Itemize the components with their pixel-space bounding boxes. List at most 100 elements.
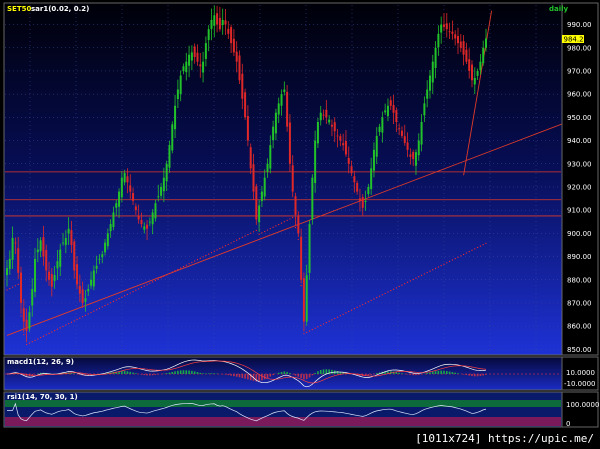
sar-dot	[68, 323, 70, 325]
sar-dot	[264, 230, 266, 233]
sar-dot	[485, 242, 487, 244]
candle-body	[157, 196, 160, 198]
rsi-line	[7, 402, 487, 422]
candle-body	[347, 157, 350, 164]
sar-dot	[42, 335, 45, 337]
sar-dot	[476, 246, 479, 249]
sar-dot	[222, 246, 224, 248]
candle-body	[244, 92, 247, 118]
sar-dot	[40, 336, 42, 339]
candle-body	[241, 73, 244, 99]
candle-body	[137, 215, 140, 220]
sar-dot	[26, 343, 28, 346]
last-price-tag: 984.23	[562, 35, 588, 44]
candle-body	[364, 200, 367, 202]
sar-dot	[348, 310, 350, 313]
period-label: daily	[549, 5, 569, 13]
candle-body	[84, 298, 87, 302]
candle-body	[202, 61, 205, 73]
sar-dot	[261, 232, 263, 234]
candle-body	[70, 230, 73, 245]
candle-body	[162, 177, 165, 192]
sar-dot	[398, 285, 400, 288]
sar-dot	[280, 222, 283, 224]
candle-body	[76, 264, 79, 285]
sar-dot	[353, 308, 355, 310]
sar-dot	[219, 247, 221, 250]
sar-dot	[429, 270, 431, 272]
sar-dot	[462, 253, 465, 256]
candle-body	[414, 152, 417, 166]
candle-body	[389, 100, 392, 106]
y-tick-label: 860.00	[567, 323, 592, 331]
candle-body	[311, 177, 314, 220]
candle-body	[375, 135, 378, 157]
y-tick-label: 980.00	[567, 44, 592, 52]
sar-dot	[180, 267, 182, 269]
sar-dot	[401, 284, 403, 286]
sar-dot	[12, 286, 14, 288]
candle-body	[129, 185, 132, 192]
sar-indicator-label: sar1(0.02, 0.2)	[31, 5, 89, 13]
candle-body	[87, 289, 90, 292]
sar-dot	[115, 299, 117, 301]
sar-dot	[314, 327, 316, 329]
sar-dot	[224, 245, 227, 247]
sar-dot	[404, 283, 406, 285]
candle-body	[339, 136, 342, 141]
candle-body	[14, 242, 17, 244]
sar-dot	[110, 302, 112, 304]
macd-tick-pos: 10.0000	[566, 369, 595, 377]
candle-body	[28, 312, 31, 329]
candle-body	[176, 89, 179, 100]
sar-dot	[432, 269, 434, 271]
candle-body	[42, 237, 45, 257]
sar-dot	[188, 263, 190, 265]
candle-body	[92, 270, 95, 287]
candle-body	[90, 279, 93, 286]
sar-dot	[230, 242, 232, 244]
sar-dot	[409, 280, 411, 282]
candle-body	[269, 145, 272, 169]
sar-dot	[356, 306, 358, 308]
candle-body	[381, 117, 384, 133]
sar-dot	[255, 229, 257, 232]
candle-body	[104, 242, 107, 253]
sar-dot	[70, 321, 73, 323]
trend-line	[6, 121, 568, 336]
sar-dot	[384, 292, 386, 295]
y-tick-label: 990.00	[567, 21, 592, 29]
candle-body	[384, 110, 387, 113]
candle-body	[56, 261, 59, 269]
sar-dot	[359, 305, 361, 307]
candle-body	[266, 163, 269, 173]
candle-body	[235, 51, 238, 62]
candle-body	[319, 112, 322, 121]
candle-body	[462, 41, 465, 55]
sar-dot	[174, 270, 176, 272]
sar-dot	[331, 319, 333, 321]
candle-body	[325, 109, 328, 118]
candle-body	[395, 110, 398, 122]
candle-body	[39, 240, 42, 252]
sar-dot	[418, 276, 420, 278]
sar-dot	[213, 250, 215, 252]
sar-dot	[208, 253, 210, 255]
sar-dot	[306, 331, 308, 333]
sar-dot	[250, 232, 252, 234]
rsi-tick-100: 100.0000	[566, 401, 599, 409]
sar-dot	[415, 277, 417, 279]
sar-dot	[238, 238, 241, 240]
sar-dot	[56, 328, 59, 330]
sar-dot	[196, 259, 199, 261]
y-tick-label: 940.00	[567, 137, 592, 145]
candle-body	[322, 114, 325, 116]
candle-body	[230, 27, 233, 44]
sar-dot	[194, 260, 196, 262]
sar-dot	[370, 299, 372, 301]
sar-dot	[216, 249, 218, 251]
candle-body	[109, 224, 112, 232]
candle-body	[190, 52, 193, 61]
candle-body	[17, 248, 20, 273]
y-tick-label: 850.00	[567, 346, 592, 354]
